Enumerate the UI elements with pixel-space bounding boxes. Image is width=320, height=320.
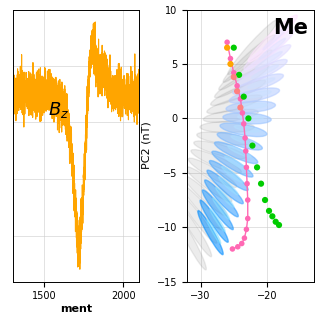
Ellipse shape bbox=[237, 115, 263, 120]
Point bbox=[231, 75, 236, 80]
Ellipse shape bbox=[222, 166, 243, 182]
X-axis label: ment: ment bbox=[60, 304, 92, 314]
Point bbox=[259, 181, 264, 186]
Ellipse shape bbox=[231, 136, 255, 145]
Y-axis label: PC2 (nT): PC2 (nT) bbox=[141, 122, 151, 170]
Ellipse shape bbox=[207, 220, 221, 244]
Point bbox=[236, 72, 242, 77]
Ellipse shape bbox=[244, 30, 294, 70]
Ellipse shape bbox=[236, 60, 287, 86]
Ellipse shape bbox=[216, 187, 234, 207]
Ellipse shape bbox=[252, 65, 279, 78]
Ellipse shape bbox=[200, 122, 254, 132]
Point bbox=[270, 214, 275, 219]
Point bbox=[238, 105, 243, 110]
Ellipse shape bbox=[202, 190, 233, 230]
Ellipse shape bbox=[228, 146, 251, 157]
Ellipse shape bbox=[263, 25, 289, 50]
Point bbox=[240, 110, 245, 116]
Ellipse shape bbox=[207, 170, 243, 204]
Ellipse shape bbox=[223, 35, 275, 82]
Point bbox=[245, 197, 250, 203]
Point bbox=[244, 181, 250, 186]
Ellipse shape bbox=[223, 113, 271, 124]
Ellipse shape bbox=[228, 20, 278, 75]
Ellipse shape bbox=[207, 95, 262, 114]
Point bbox=[235, 89, 240, 94]
Ellipse shape bbox=[200, 200, 228, 242]
Ellipse shape bbox=[240, 45, 291, 78]
Point bbox=[246, 116, 251, 121]
Ellipse shape bbox=[259, 38, 286, 59]
Ellipse shape bbox=[175, 213, 206, 270]
Point bbox=[276, 222, 282, 228]
Ellipse shape bbox=[179, 194, 217, 243]
Point bbox=[243, 135, 248, 140]
Ellipse shape bbox=[210, 209, 225, 232]
Ellipse shape bbox=[177, 203, 212, 257]
Ellipse shape bbox=[226, 101, 276, 113]
Ellipse shape bbox=[188, 158, 237, 188]
Point bbox=[245, 216, 250, 221]
Text: $\mathbf{\mathit{B}}_{z}$: $\mathbf{\mathit{B}}_{z}$ bbox=[48, 100, 69, 120]
Ellipse shape bbox=[197, 132, 250, 145]
Point bbox=[242, 236, 247, 241]
Ellipse shape bbox=[225, 156, 247, 170]
Point bbox=[231, 45, 236, 50]
Ellipse shape bbox=[215, 65, 269, 98]
Ellipse shape bbox=[213, 198, 229, 220]
Ellipse shape bbox=[244, 91, 271, 98]
Point bbox=[228, 56, 233, 61]
Ellipse shape bbox=[191, 149, 241, 173]
Ellipse shape bbox=[203, 109, 258, 122]
Text: Me: Me bbox=[273, 18, 308, 38]
Ellipse shape bbox=[229, 88, 280, 103]
Ellipse shape bbox=[183, 175, 227, 216]
Ellipse shape bbox=[204, 180, 238, 217]
Ellipse shape bbox=[233, 74, 284, 94]
Point bbox=[273, 219, 278, 224]
Ellipse shape bbox=[186, 167, 232, 202]
Point bbox=[244, 227, 249, 232]
Ellipse shape bbox=[234, 125, 259, 132]
Ellipse shape bbox=[217, 132, 262, 150]
Point bbox=[243, 148, 248, 154]
Point bbox=[225, 45, 230, 50]
Point bbox=[235, 244, 240, 249]
Point bbox=[239, 241, 244, 246]
Ellipse shape bbox=[198, 211, 223, 255]
Ellipse shape bbox=[248, 15, 297, 62]
Ellipse shape bbox=[194, 141, 246, 159]
Ellipse shape bbox=[181, 184, 222, 230]
Point bbox=[250, 143, 255, 148]
Point bbox=[231, 70, 236, 75]
Point bbox=[235, 83, 240, 88]
Point bbox=[267, 208, 272, 213]
Point bbox=[241, 94, 246, 99]
Ellipse shape bbox=[220, 123, 267, 137]
Point bbox=[230, 246, 235, 252]
Point bbox=[241, 121, 246, 126]
Ellipse shape bbox=[241, 103, 267, 108]
Ellipse shape bbox=[255, 52, 282, 69]
Point bbox=[228, 61, 233, 67]
Point bbox=[244, 165, 249, 170]
Point bbox=[262, 197, 268, 203]
Ellipse shape bbox=[214, 142, 258, 164]
Ellipse shape bbox=[219, 177, 238, 195]
Ellipse shape bbox=[212, 151, 253, 177]
Ellipse shape bbox=[219, 50, 272, 90]
Point bbox=[238, 96, 243, 101]
Ellipse shape bbox=[211, 80, 266, 106]
Ellipse shape bbox=[209, 161, 248, 190]
Point bbox=[225, 40, 230, 45]
Point bbox=[254, 165, 260, 170]
Ellipse shape bbox=[248, 78, 275, 88]
